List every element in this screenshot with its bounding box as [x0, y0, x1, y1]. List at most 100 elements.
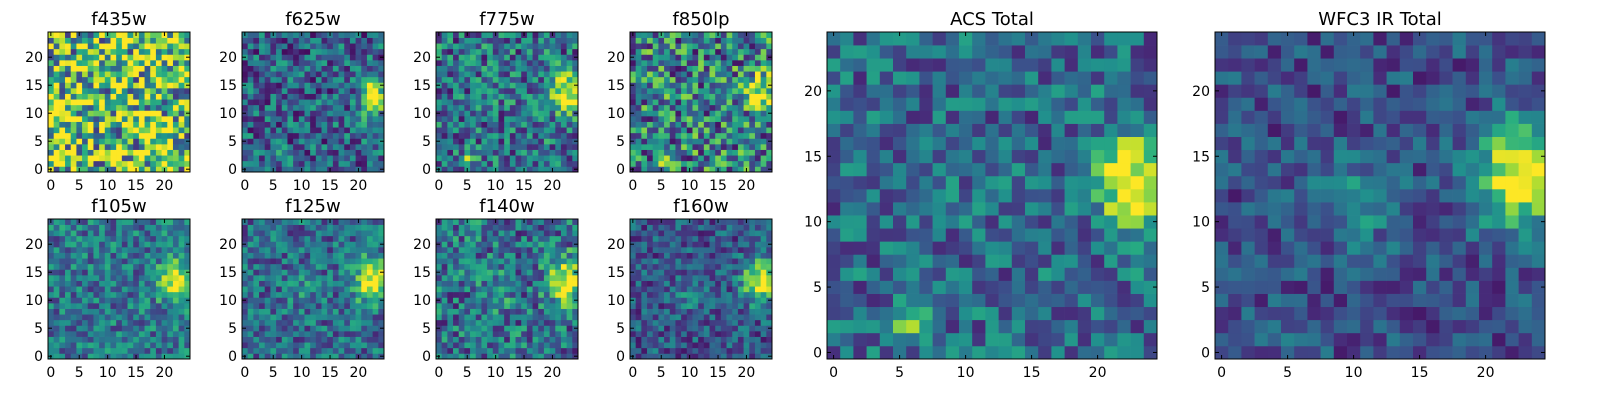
heatmap-cell	[298, 65, 305, 72]
heatmap-cell	[53, 235, 60, 242]
heatmap-cell	[253, 297, 260, 304]
heatmap-cell	[93, 76, 100, 83]
heatmap-cell	[726, 54, 733, 61]
heatmap-cell	[715, 127, 722, 134]
heatmap-cell	[247, 269, 254, 276]
heatmap-cell	[293, 331, 300, 337]
heatmap-cell	[172, 247, 179, 253]
heatmap-cell	[366, 269, 373, 276]
heatmap-cell	[338, 247, 345, 253]
heatmap-cell	[355, 71, 362, 78]
heatmap-cell	[121, 93, 128, 100]
heatmap-cell	[726, 138, 733, 145]
heatmap-cell	[281, 99, 288, 106]
heatmap-cell	[349, 241, 356, 248]
heatmap-cell	[99, 110, 106, 117]
heatmap-cell	[293, 121, 300, 128]
heatmap-cell	[521, 331, 528, 337]
heatmap-cell	[549, 247, 556, 253]
heatmap-cell	[555, 342, 562, 349]
heatmap-cell	[253, 104, 260, 111]
heatmap-cell	[121, 241, 128, 248]
heatmap-cell	[338, 138, 345, 145]
heatmap-cell	[498, 138, 505, 145]
heatmap-cell	[715, 132, 722, 139]
y-tick-label: 20	[219, 50, 237, 66]
heatmap-cell	[315, 32, 322, 38]
heatmap-cell	[743, 54, 750, 61]
heatmap-cell	[293, 258, 300, 265]
heatmap-cell	[441, 127, 448, 134]
heatmap-cell	[155, 76, 162, 83]
heatmap-cell	[247, 336, 254, 343]
heatmap-cell	[441, 319, 448, 326]
heatmap-cell	[681, 37, 688, 44]
heatmap-cell	[293, 280, 300, 287]
heatmap-cell	[127, 241, 134, 248]
heatmap-cell	[630, 88, 637, 94]
heatmap-cell	[247, 121, 254, 128]
heatmap-cell	[76, 319, 83, 326]
heatmap-cell	[355, 144, 362, 150]
heatmap-cell	[53, 121, 60, 128]
heatmap-cell	[48, 43, 55, 50]
heatmap-cell	[538, 116, 545, 122]
heatmap-cell	[99, 297, 106, 304]
heatmap-cell	[703, 303, 710, 309]
heatmap-cell	[167, 132, 174, 139]
heatmap-cell	[652, 110, 659, 117]
heatmap-cell	[48, 149, 55, 156]
heatmap-cell	[281, 275, 288, 281]
heatmap-cell	[543, 235, 550, 242]
heatmap-cell	[498, 241, 505, 248]
y-tick-label: 10	[25, 293, 43, 309]
heatmap-cell	[441, 76, 448, 83]
heatmap-cell	[475, 76, 482, 83]
heatmap-cell	[315, 280, 322, 287]
heatmap-cell	[566, 286, 573, 293]
heatmap-cell	[709, 331, 716, 337]
x-tick-label: 10	[293, 178, 311, 194]
heatmap-cell	[87, 60, 94, 66]
heatmap-cell	[526, 319, 533, 326]
heatmap-cell	[264, 263, 271, 270]
heatmap-cell	[372, 116, 379, 122]
heatmap-cell	[65, 48, 72, 55]
heatmap-cell	[658, 65, 665, 72]
heatmap-cell	[287, 263, 294, 270]
heatmap-cell	[372, 275, 379, 281]
heatmap-cell	[361, 291, 368, 298]
heatmap-cell	[470, 104, 477, 111]
heatmap-cell	[538, 297, 545, 304]
heatmap-cell	[766, 331, 773, 337]
heatmap-cell	[464, 76, 471, 83]
heatmap-cell	[664, 110, 671, 117]
heatmap-cell	[178, 32, 185, 38]
heatmap-cell	[259, 166, 266, 173]
heatmap-cell	[116, 54, 123, 61]
heatmap-cell	[509, 224, 516, 231]
heatmap-cell	[167, 252, 174, 259]
heatmap-cell	[698, 104, 705, 111]
heatmap-cell	[498, 219, 505, 225]
heatmap-cell	[515, 149, 522, 156]
x-tick-label: 5	[75, 365, 84, 381]
heatmap-cell	[692, 54, 699, 61]
heatmap-cell	[726, 149, 733, 156]
heatmap-cell	[65, 82, 72, 89]
heatmap-cell	[749, 93, 756, 100]
heatmap-cell	[276, 76, 283, 83]
heatmap-cell	[560, 48, 567, 55]
heatmap-cell	[709, 32, 716, 38]
heatmap-cell	[172, 32, 179, 38]
heatmap-cell	[458, 308, 465, 315]
heatmap-cell	[675, 269, 682, 276]
heatmap-cell	[754, 144, 761, 150]
heatmap-cell	[692, 82, 699, 89]
heatmap-cell	[127, 37, 134, 44]
heatmap-cell	[287, 336, 294, 343]
heatmap-cell	[378, 224, 385, 231]
heatmap-cell	[754, 286, 761, 293]
heatmap-cell	[737, 121, 744, 128]
heatmap-cell	[475, 99, 482, 106]
